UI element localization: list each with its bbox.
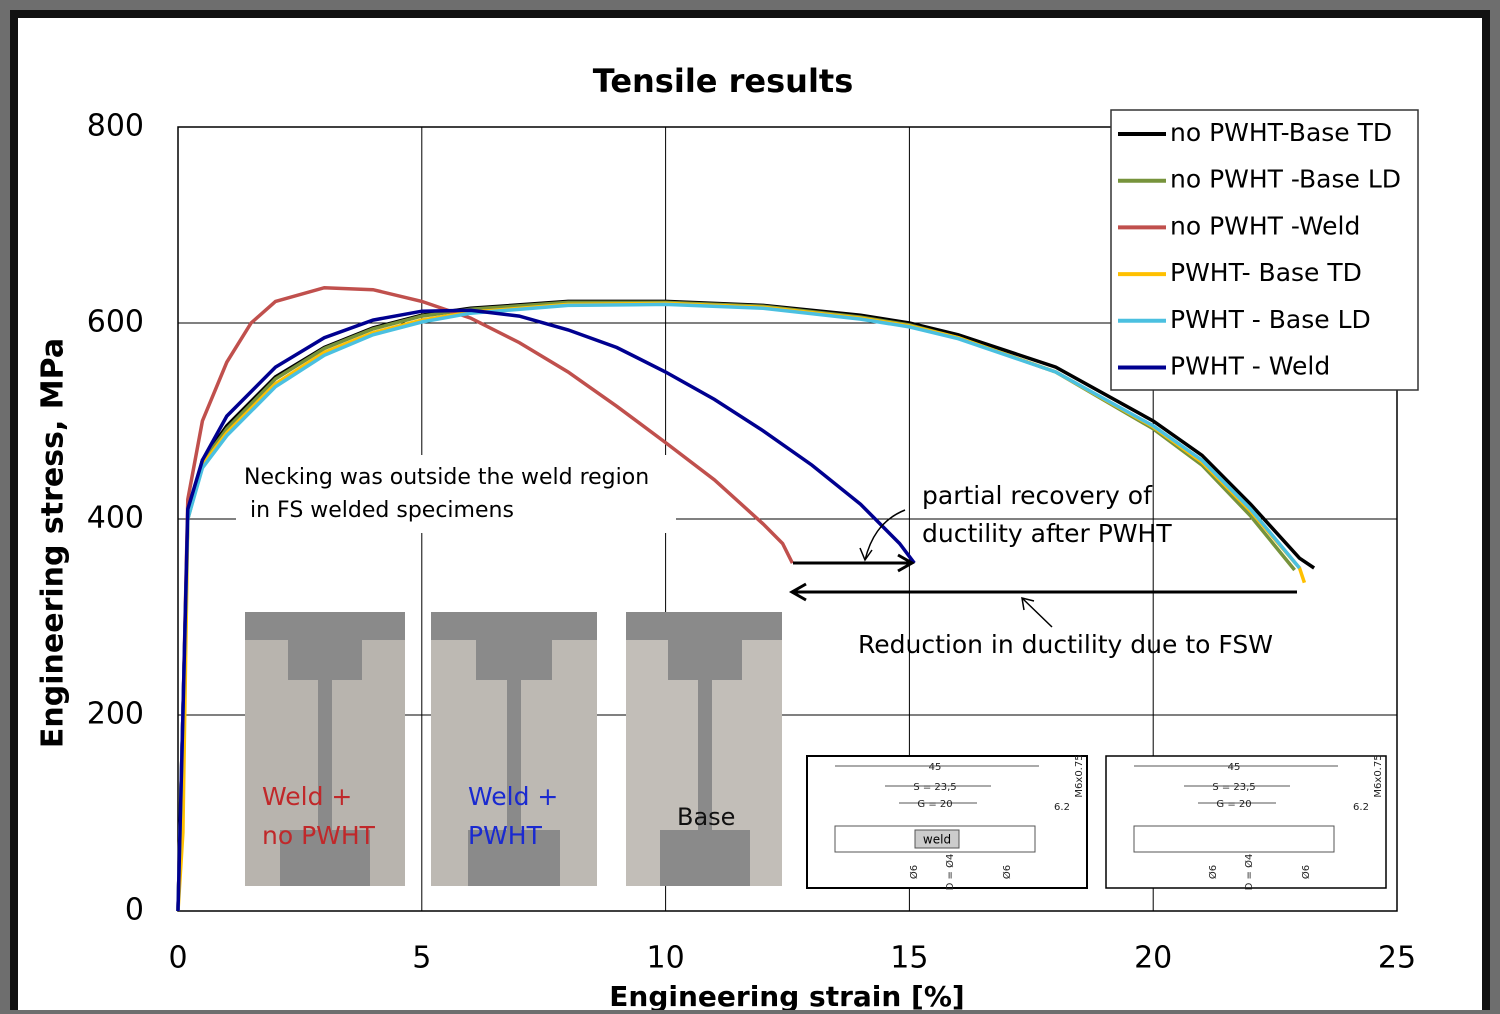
drawing-label: Ø6: [1001, 865, 1013, 879]
photo-label: PWHT: [468, 821, 543, 850]
annotation: ductility after PWHT: [922, 519, 1172, 548]
drawing-label: 45: [1228, 762, 1241, 773]
photos: Weld + no PWHT Weld + PWHT Base: [245, 612, 782, 886]
drawing-label: Ø6: [1300, 865, 1312, 879]
drawing-label: 6.2: [1353, 802, 1369, 813]
drawing-label: weld: [923, 833, 951, 847]
series-line: [176, 285, 794, 912]
photo-label: Weld +: [262, 782, 352, 811]
legend-label: no PWHT -Weld: [1170, 211, 1360, 240]
lines: [176, 285, 1316, 912]
legend: no PWHT-Base TD no PWHT -Base LD no PWHT -…: [1110, 109, 1419, 391]
drawing-label: M6x0.75: [1373, 754, 1384, 797]
specimen-drawing: [1133, 765, 1338, 853]
legend-label: PWHT - Weld: [1170, 352, 1330, 381]
legend-label: PWHT - Base LD: [1170, 305, 1371, 334]
x-tick-label: 10: [647, 941, 685, 976]
drawing-label: D = Ø4: [944, 854, 956, 891]
x-tick-label: 5: [412, 941, 431, 976]
annotation: in FS welded specimens: [250, 498, 514, 523]
specimen-body: [834, 825, 1036, 853]
x-tick-label: 20: [1134, 941, 1172, 976]
y-axis-label: Engineering stress, MPa: [36, 338, 71, 748]
y-tick-label: 400: [87, 501, 144, 536]
chart-title: Tensile results: [593, 62, 854, 100]
drawing-label: Ø6: [1207, 865, 1219, 879]
x-tick-label: 0: [168, 941, 187, 976]
annotation-bg: [236, 455, 676, 533]
drawing-label: 6.2: [1054, 802, 1070, 813]
drawing-label: G = 20: [1216, 799, 1251, 810]
drawing-label: M6x0.75: [1074, 754, 1085, 797]
specimen-drawing: [834, 765, 1039, 853]
y-tick-label: 200: [87, 697, 144, 732]
drawing-label: Ø6: [908, 865, 920, 879]
annotation: Reduction in ductility due to FSW: [858, 630, 1273, 659]
drawing-label: S = 23,5: [913, 782, 956, 793]
annotation: Necking was outside the weld region: [244, 465, 649, 490]
arrows: [788, 509, 1297, 628]
specimen-body: [1133, 825, 1335, 853]
drawings: 45 S = 23,5 G = 20 6.2 M6x0.75 weld Ø6 D = Ø4 Ø6…: [806, 754, 1387, 891]
y-tick-label: 600: [87, 305, 144, 340]
photo-label: no PWHT: [262, 821, 376, 850]
x-axis-label: Engineering strain [%]: [609, 980, 964, 1010]
photo-label: Weld +: [468, 782, 558, 811]
series-line: [176, 302, 1301, 912]
drawing-label: G = 20: [917, 799, 952, 810]
legend-label: no PWHT-Base TD: [1170, 118, 1392, 147]
annotation: partial recovery of: [922, 481, 1153, 510]
x-tick-label: 15: [890, 941, 928, 976]
legend-label: PWHT- Base TD: [1170, 258, 1362, 287]
drawing-label: 45: [929, 762, 942, 773]
drawing-label: S = 23,5: [1212, 782, 1255, 793]
photo-label: Base: [677, 803, 735, 831]
weld-box: [914, 829, 960, 849]
series-line: [176, 308, 916, 912]
legend-label: no PWHT -Base LD: [1170, 165, 1401, 194]
drawing-label: D = Ø4: [1243, 854, 1255, 891]
x-tick-label: 25: [1378, 941, 1416, 976]
y-tick-label: 0: [125, 893, 144, 928]
y-tick-label: 800: [87, 109, 144, 144]
